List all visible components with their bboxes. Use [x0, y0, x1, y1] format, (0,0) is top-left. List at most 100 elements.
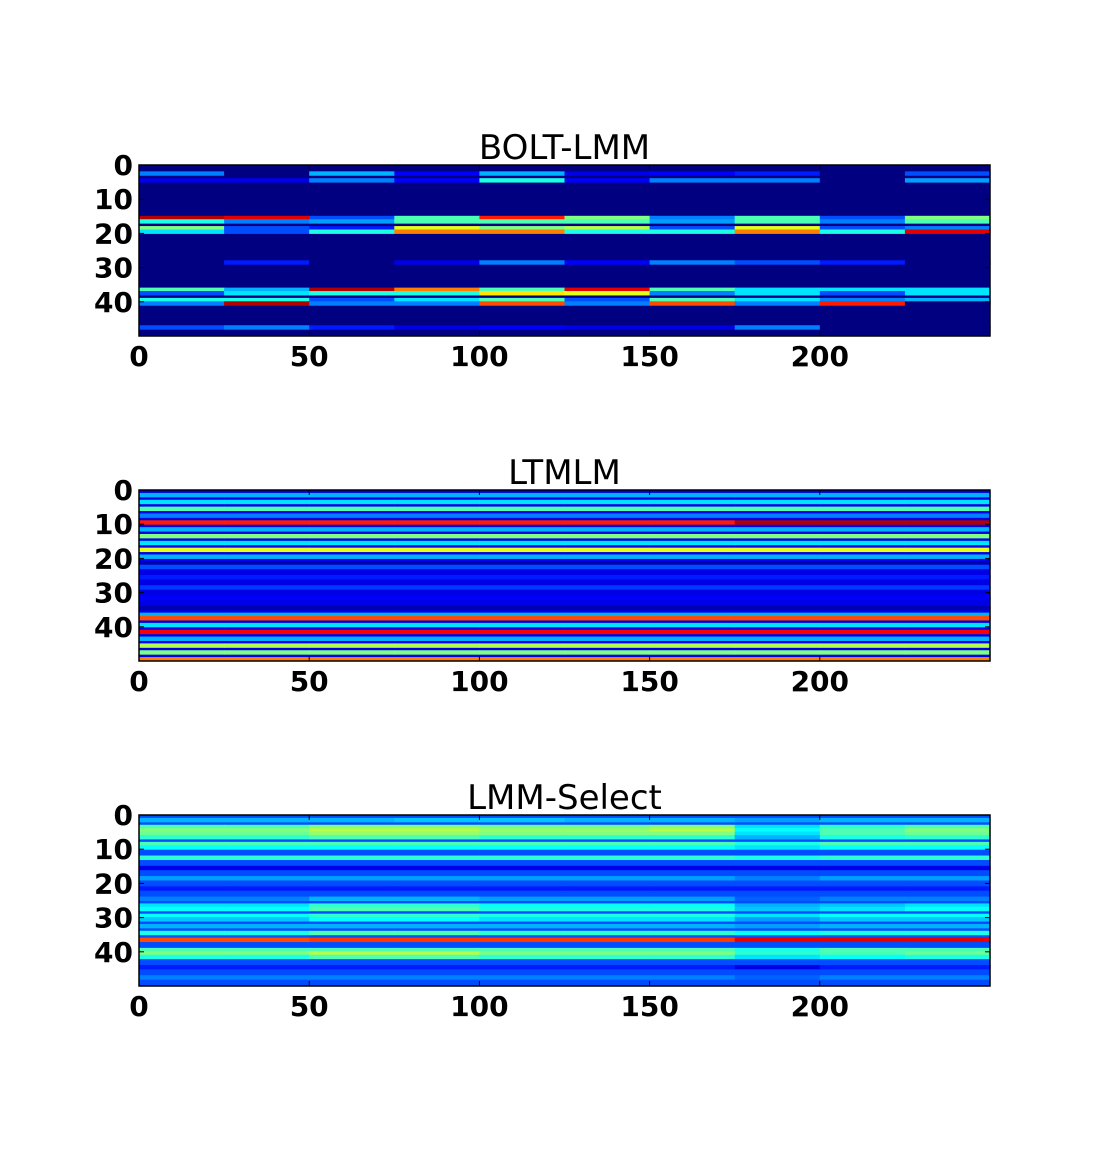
- heatmap-cell: [904, 886, 991, 891]
- heatmap-cell: [649, 886, 736, 891]
- heatmap-cell: [904, 954, 991, 960]
- heatmap-cell: [819, 520, 906, 525]
- heatmap-cell: [309, 585, 395, 590]
- heatmap-cell: [564, 930, 651, 936]
- heatmap-cell: [564, 547, 651, 553]
- heatmap-cell: [224, 876, 310, 881]
- heatmap-cell: [734, 533, 821, 539]
- heatmap-cell: [734, 923, 821, 929]
- heatmap-cell: [479, 951, 566, 956]
- heatmap-cell: [819, 828, 906, 833]
- heatmap-cell: [819, 540, 906, 546]
- heatmap-cell: [224, 906, 310, 912]
- heatmap-cell: [904, 533, 991, 539]
- heatmap-cell: [224, 513, 310, 518]
- heatmap-cell: [819, 975, 906, 980]
- heatmap-cell: [139, 215, 225, 221]
- heatmap-cell: [734, 301, 821, 306]
- heatmap-cell: [649, 917, 736, 922]
- heatmap-cell: [309, 657, 395, 662]
- heatmap-cell: [139, 492, 225, 498]
- heatmap-cell: [479, 561, 566, 566]
- heatmap-cell: [139, 540, 225, 546]
- heatmap-cell: [564, 906, 651, 912]
- heatmap-cell: [819, 865, 906, 871]
- heatmap-cell: [564, 817, 651, 823]
- heatmap-cell: [309, 575, 395, 580]
- heatmap-cell: [649, 325, 736, 330]
- heatmap-cell: [139, 260, 225, 265]
- heatmap-cell: [734, 657, 821, 662]
- heatmap-cell: [904, 499, 991, 505]
- heatmap-cell: [819, 824, 906, 830]
- heatmap-cell: [394, 906, 480, 912]
- heatmap-cell: [479, 554, 566, 559]
- heatmap-cell: [734, 622, 821, 628]
- heatmap-cell: [224, 520, 310, 525]
- heatmap-cell: [649, 903, 736, 908]
- heatmap-cell: [734, 975, 821, 980]
- heatmap-cell: [394, 287, 480, 293]
- heatmap-cell: [309, 923, 395, 929]
- heatmap-cell: [819, 564, 906, 570]
- heatmap-cell: [479, 643, 566, 648]
- heatmap-cell: [394, 913, 480, 919]
- heatmap-cell: [734, 913, 821, 919]
- heatmap-cell: [734, 865, 821, 871]
- heatmap-cell: [394, 855, 480, 860]
- heatmap-cell: [649, 564, 736, 570]
- heatmap-cell: [649, 301, 736, 306]
- heatmap-cell: [309, 831, 395, 837]
- heatmap-cell: [139, 964, 225, 970]
- chart-title: LTMLM: [508, 453, 621, 493]
- heatmap-cell: [904, 643, 991, 648]
- heatmap-cell: [139, 297, 225, 303]
- heatmap-cell: [904, 975, 991, 980]
- heatmap-cell: [479, 906, 566, 912]
- heatmap-cell: [224, 171, 310, 176]
- heatmap-cell: [904, 903, 991, 908]
- heatmap-cell: [394, 215, 480, 221]
- heatmap-cell: [734, 561, 821, 566]
- heatmap-cell: [734, 917, 821, 922]
- heatmap-cell: [139, 605, 225, 611]
- heatmap-cell: [224, 229, 310, 234]
- heatmap-cell: [394, 301, 480, 306]
- heatmap-cell: [904, 636, 991, 641]
- heatmap-cell: [904, 540, 991, 546]
- heatmap-cell: [394, 547, 480, 553]
- heatmap-cell: [309, 520, 395, 525]
- heatmap-cell: [734, 554, 821, 559]
- heatmap-cell: [479, 975, 566, 980]
- heatmap-cell: [649, 845, 736, 850]
- heatmap-cell: [904, 896, 991, 901]
- heatmap-cell: [479, 917, 566, 922]
- heatmap-cell: [309, 855, 395, 860]
- heatmap-cell: [479, 605, 566, 611]
- heatmap-cell: [904, 561, 991, 566]
- heatmap-cell: [904, 906, 991, 912]
- heatmap-cell: [224, 226, 310, 231]
- heatmap-cell: [649, 547, 736, 553]
- heatmap-cell: [139, 564, 225, 570]
- heatmap-cell: [139, 513, 225, 518]
- heatmap-cell: [564, 855, 651, 860]
- heatmap-cell: [819, 841, 906, 847]
- heatmap-cell: [564, 297, 651, 303]
- heatmap-cell: [224, 831, 310, 837]
- heatmap-cell: [139, 643, 225, 648]
- heatmap-cell: [224, 845, 310, 850]
- heatmap-cell: [309, 219, 395, 224]
- heatmap-cell: [394, 896, 480, 901]
- heatmap-cell: [649, 835, 736, 840]
- heatmap-cell: [734, 824, 821, 830]
- heatmap-cell: [224, 841, 310, 847]
- heatmap-cell: [649, 575, 736, 580]
- y-tick-label: 10: [94, 508, 133, 541]
- heatmap-cell: [394, 845, 480, 850]
- axes-frame: [138, 814, 991, 987]
- heatmap-cell: [819, 575, 906, 580]
- heatmap-cell: [564, 828, 651, 833]
- heatmap-cell: [649, 260, 736, 265]
- heatmap-cell: [139, 903, 225, 908]
